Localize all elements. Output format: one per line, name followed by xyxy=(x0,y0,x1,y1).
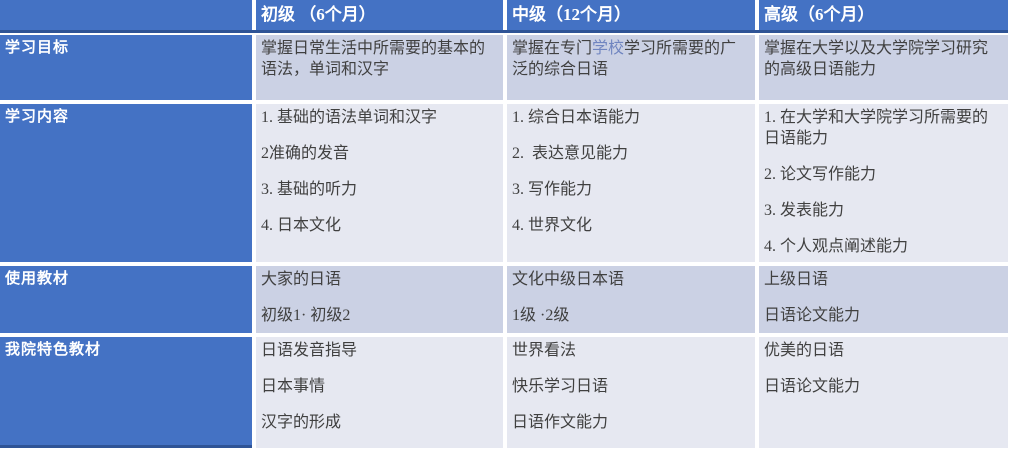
cell-paragraph: 2. 论文写作能力 xyxy=(764,166,877,183)
column-header-intermediate: 中级（12个月） xyxy=(507,0,755,30)
cell-paragraph: 世界看法 xyxy=(512,342,577,359)
table-cell: 掌握日常生活中所需要的基本的语法，单词和汉字 xyxy=(256,35,503,100)
cell-paragraph: 汉字的形成 xyxy=(261,414,342,431)
corner-cell xyxy=(0,0,252,30)
cell-paragraph: 3. 写作能力 xyxy=(512,181,593,198)
header-divider xyxy=(0,30,1008,33)
cell-paragraph: 1级 ·2级 xyxy=(512,307,570,324)
table-cell: 掌握在大学以及大学院学习研究的高级日语能力 xyxy=(759,35,1008,100)
cell-paragraph: 4. 个人观点阐述能力 xyxy=(764,238,909,255)
table-row: 使用教材 大家的日语初级1· 初级2 文化中级日本语 1级 ·2级 上级日语日语论文能力 xyxy=(0,266,1010,333)
cell-paragraph: 3. 基础的听力 xyxy=(261,181,358,198)
row-header: 学习内容 xyxy=(0,104,252,262)
cell-paragraph: 大家的日语 xyxy=(261,271,342,288)
table-cell: 优美的日语日语论文能力 xyxy=(759,337,1008,448)
cell-paragraph: 掌握在大学以及大学院学习研究的高级日语能力 xyxy=(764,40,989,78)
column-header-beginner: 初级 （6个月） xyxy=(256,0,503,30)
cell-paragraph: 日语论文能力 xyxy=(764,307,861,324)
cell-paragraph: 日语作文能力 xyxy=(512,414,609,431)
cell-paragraph: 日本事情 xyxy=(261,378,326,395)
cell-paragraph: 快乐学习日语 xyxy=(512,378,609,395)
table-body: 学习目标 掌握日常生活中所需要的基本的语法，单词和汉字 掌握在专门学校学习所需要的广… xyxy=(0,35,1010,448)
cell-paragraph: 日语发音指导 xyxy=(261,342,358,359)
row-header: 学习目标 xyxy=(0,35,252,100)
table-cell: 日语发音指导 日本事情汉字的形成 xyxy=(256,337,503,448)
cell-paragraph: 日语论文能力 xyxy=(764,378,861,395)
table-cell: 1. 综合日本语能力 2. 表达意见能力 3. 写作能力 4. 世界文化 xyxy=(507,104,755,262)
cell-paragraph: 2. 表达意见能力 xyxy=(512,145,629,162)
cell-paragraph: 3. 发表能力 xyxy=(764,202,845,219)
cell-paragraph: 1. 在大学和大学院学习所需要的日语能力 xyxy=(764,109,989,147)
cell-paragraph: 文化中级日本语 xyxy=(512,271,625,288)
table-cell: 掌握在专门学校学习所需要的广泛的综合日语 xyxy=(507,35,755,100)
table-cell: 1. 基础的语法单词和汉字 2准确的发音 3. 基础的听力 4. 日本文化 xyxy=(256,104,503,262)
table-cell: 文化中级日本语 1级 ·2级 xyxy=(507,266,755,333)
table-header-row: 初级 （6个月） 中级（12个月） 高级（6个月） xyxy=(0,0,1010,30)
cell-paragraph: 1. 综合日本语能力 xyxy=(512,109,641,126)
cell-paragraph: 4. 世界文化 xyxy=(512,217,593,234)
column-header-advanced: 高级（6个月） xyxy=(759,0,1008,30)
cell-paragraph: 初级1· 初级2 xyxy=(261,307,351,324)
row-header: 我院特色教材 xyxy=(0,337,252,448)
table-row: 学习内容 1. 基础的语法单词和汉字 2准确的发音 3. 基础的听力 4. 日本文化 1.… xyxy=(0,104,1010,262)
table-row: 我院特色教材 日语发音指导 日本事情 汉字的形成 世界看法 快乐学习日语 日语作文能力 优美的… xyxy=(0,337,1010,448)
cell-paragraph: 掌握在专门学校学习所需要的广泛的综合日语 xyxy=(512,40,737,78)
table-cell: 大家的日语初级1· 初级2 xyxy=(256,266,503,333)
table-cell: 1. 在大学和大学院学习所需要的日语能力 2. 论文写作能力 3. 发表能力 4. 个… xyxy=(759,104,1008,262)
table-cell: 上级日语日语论文能力 xyxy=(759,266,1008,333)
cell-paragraph: 掌握日常生活中所需要的基本的语法，单词和汉字 xyxy=(261,40,486,78)
cell-paragraph: 上级日语 xyxy=(764,271,829,288)
cell-paragraph: 2准确的发音 xyxy=(261,145,350,162)
cell-paragraph: 4. 日本文化 xyxy=(261,217,342,234)
cell-paragraph: 优美的日语 xyxy=(764,342,845,359)
table-cell: 世界看法快乐学习日语 日语作文能力 xyxy=(507,337,755,448)
cell-paragraph: 1. 基础的语法单词和汉字 xyxy=(261,109,438,126)
row-header: 使用教材 xyxy=(0,266,252,333)
table-row: 学习目标 掌握日常生活中所需要的基本的语法，单词和汉字 掌握在专门学校学习所需要的广… xyxy=(0,35,1010,100)
